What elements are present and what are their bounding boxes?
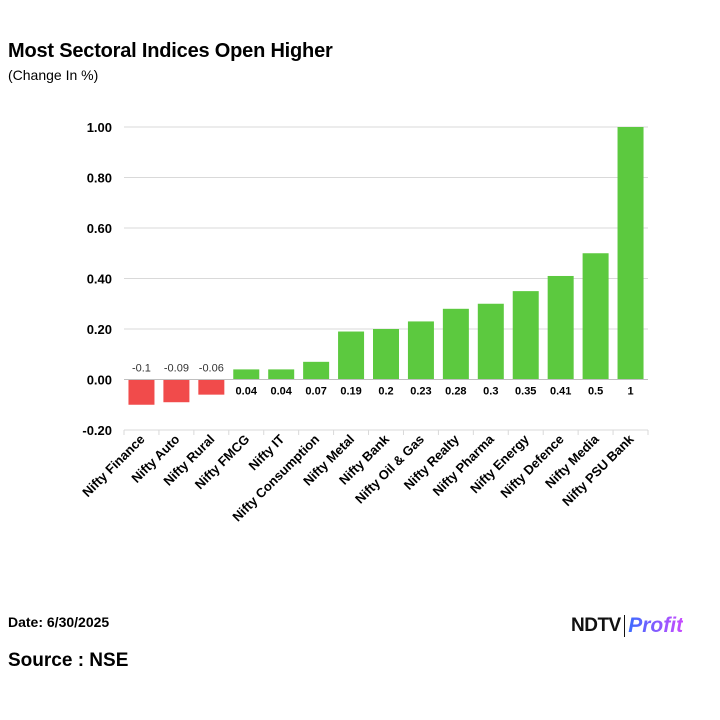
data-label: -0.1	[132, 363, 151, 375]
bar	[477, 303, 504, 380]
bar	[442, 308, 469, 380]
chart-subtitle: (Change In %)	[8, 67, 99, 83]
y-tick-label: 0.80	[87, 171, 112, 186]
bar	[303, 361, 330, 380]
bar	[338, 331, 365, 380]
source-label: Source : NSE	[8, 650, 129, 671]
logo-profit-text: Profit	[628, 614, 684, 637]
data-label: 0.41	[550, 386, 571, 398]
bar	[582, 253, 609, 380]
bar	[407, 321, 434, 380]
data-label: 1	[627, 386, 633, 398]
chart-title: Most Sectoral Indices Open Higher	[8, 40, 333, 62]
data-label: 0.04	[270, 386, 292, 398]
y-tick-label: 0.60	[87, 221, 112, 236]
bar	[268, 369, 295, 380]
data-label: 0.35	[515, 386, 536, 398]
data-label: -0.06	[199, 363, 224, 375]
data-label: 0.5	[588, 386, 603, 398]
y-tick-label: -0.20	[82, 423, 112, 438]
data-label: 0.19	[340, 386, 361, 398]
bar	[128, 379, 155, 405]
data-label: 0.23	[410, 386, 431, 398]
data-label: -0.09	[164, 363, 189, 375]
bar	[617, 127, 644, 380]
y-tick-label: 0.40	[87, 272, 112, 287]
bar	[233, 369, 260, 380]
ndtv-profit-logo: NDTV Profit	[571, 612, 683, 640]
y-tick-label: 0.20	[87, 322, 112, 337]
bar	[547, 275, 574, 380]
data-label: 0.3	[483, 386, 498, 398]
data-label: 0.28	[445, 386, 466, 398]
y-tick-label: 1.00	[87, 120, 112, 135]
y-tick-label: 0.00	[87, 373, 112, 388]
bar	[373, 329, 399, 380]
data-label: 0.2	[378, 386, 393, 398]
bar	[512, 291, 539, 380]
logo-divider	[623, 615, 626, 637]
bar	[198, 379, 225, 395]
logo-ndtv-text: NDTV	[571, 615, 621, 636]
date-label: Date: 6/30/2025	[8, 614, 110, 630]
bar	[163, 379, 190, 403]
data-label: 0.04	[236, 386, 258, 398]
data-label: 0.07	[305, 386, 326, 398]
